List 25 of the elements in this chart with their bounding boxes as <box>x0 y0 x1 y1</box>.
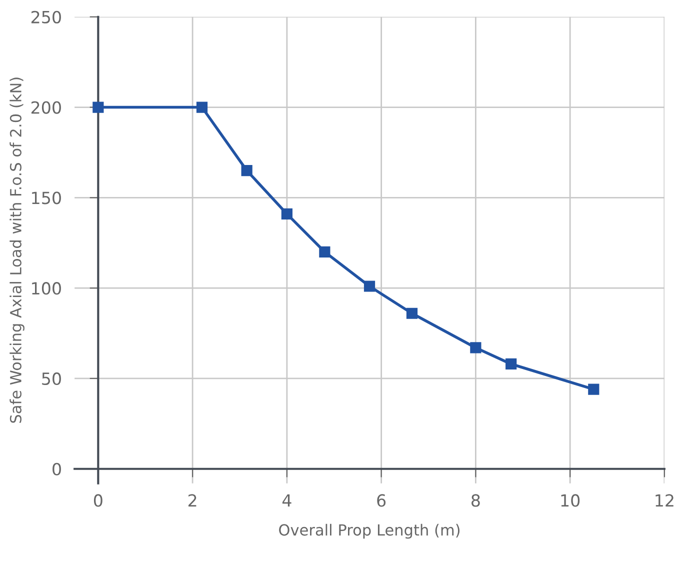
point <box>196 102 208 113</box>
point <box>319 246 330 258</box>
x-tick-label: 8 <box>472 494 480 507</box>
point <box>470 342 482 354</box>
y-tick-label: 250 <box>31 10 61 24</box>
y-tick-label: 200 <box>31 101 61 114</box>
point <box>241 164 252 176</box>
x-tick-label: 10 <box>561 494 580 507</box>
y-tick-label: 50 <box>42 372 61 386</box>
x-tick-label: 6 <box>377 494 386 507</box>
point <box>406 308 418 319</box>
x-tick-label: 12 <box>656 494 674 507</box>
x-tick-label: 2 <box>188 494 196 507</box>
y-tick-label: 0 <box>52 462 61 476</box>
point <box>92 102 104 113</box>
point <box>364 280 376 292</box>
y-tick-label: 150 <box>32 192 61 204</box>
point <box>506 358 517 370</box>
y-tick-label: 100 <box>32 282 61 295</box>
x-axis-title: Overall Prop Length (m) <box>279 524 460 539</box>
y-axis-title: Safe Working Axial Load with F.o.S of 2.0 (kN) <box>10 78 24 423</box>
x-tick-label: 4 <box>282 494 292 507</box>
point <box>588 384 600 395</box>
point <box>281 208 292 220</box>
x-tick-label: 0 <box>94 494 102 507</box>
